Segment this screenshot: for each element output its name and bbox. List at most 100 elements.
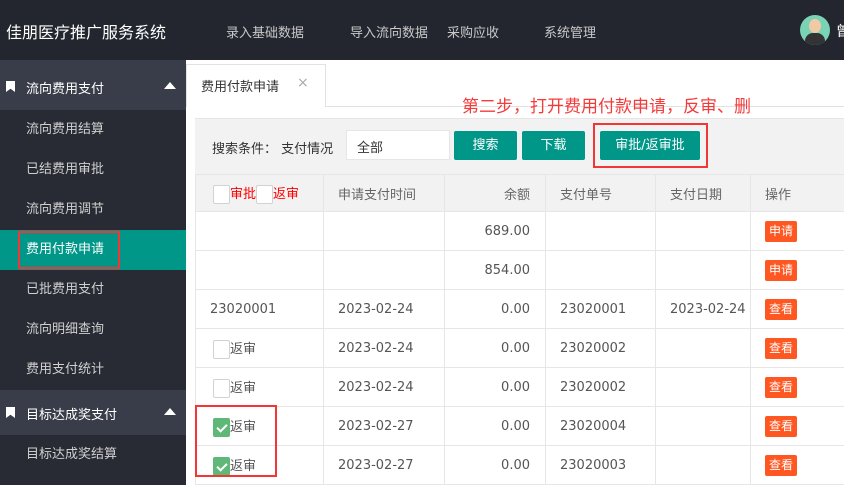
- cell-no: 23020001: [545, 289, 656, 329]
- table-header: 审批 返审 申请支付时间 余额 支付单号 支付日期 操作: [195, 174, 844, 212]
- header-time: 申请支付时间: [323, 174, 445, 212]
- cell-status: [195, 250, 324, 290]
- download-button[interactable]: 下载: [522, 131, 585, 160]
- nav-item[interactable]: 采购应收: [447, 26, 500, 41]
- highlight-box: [593, 123, 708, 168]
- user-name[interactable]: 曾: [836, 24, 844, 40]
- view-button[interactable]: 查看: [765, 415, 798, 437]
- highlight-box: [195, 405, 277, 477]
- top-header: 佳朋医疗推广服务系统 录入基础数据 导入流向数据 采购应收 系统管理 曾: [0, 0, 844, 60]
- view-button[interactable]: 查看: [765, 376, 798, 398]
- tab-fee-payment[interactable]: 费用付款申请 ×: [186, 64, 326, 107]
- close-icon[interactable]: ×: [297, 75, 309, 91]
- sidebar-item[interactable]: 流向费用调节: [26, 202, 105, 217]
- payment-table: 审批 返审 申请支付时间 余额 支付单号 支付日期 操作 689.00 申请 854.…: [195, 174, 844, 485]
- filter-label: 搜索条件： 支付情况: [212, 142, 334, 157]
- sidebar-item[interactable]: 已批费用支付: [26, 282, 105, 297]
- header-balance: 余额: [444, 174, 546, 212]
- header-date: 支付日期: [655, 174, 751, 212]
- sidebar-section[interactable]: 流向费用支付: [0, 60, 186, 110]
- cell-no: 23020004: [545, 406, 656, 446]
- section-label: 流向费用支付: [26, 82, 105, 97]
- nav-item[interactable]: 系统管理: [544, 26, 597, 41]
- cell-no: 23020002: [545, 328, 656, 368]
- cell-date: [655, 328, 751, 368]
- highlight-box: [18, 231, 120, 269]
- caret-up-icon: [164, 82, 176, 89]
- cell-date: [655, 211, 751, 251]
- sidebar-item[interactable]: 流向明细查询: [26, 322, 105, 337]
- view-button[interactable]: 查看: [765, 298, 798, 320]
- cell-time: 2023-02-24: [323, 367, 445, 407]
- apply-button[interactable]: 申请: [765, 259, 798, 281]
- payment-status-select[interactable]: 全部: [346, 130, 450, 160]
- cell-balance: 0.00: [444, 445, 546, 485]
- nav-item[interactable]: 录入基础数据: [226, 26, 305, 41]
- bookmark-icon: [6, 407, 15, 418]
- sidebar-item[interactable]: 流向费用结算: [26, 122, 105, 137]
- reverse-checkbox[interactable]: [213, 339, 230, 359]
- cell-balance: 854.00: [444, 250, 546, 290]
- cell-time: [323, 211, 445, 251]
- search-toolbar: 搜索条件： 支付情况 全部 搜索 下载 审批/返审批: [195, 118, 844, 174]
- sidebar-item[interactable]: 已结费用审批: [26, 162, 105, 177]
- nav-item[interactable]: 导入流向数据: [350, 26, 429, 41]
- cell-time: 2023-02-24: [323, 289, 445, 329]
- sidebar-item[interactable]: 费用支付统计: [26, 362, 105, 377]
- table-row: 854.00 申请: [195, 250, 844, 290]
- reverse-checkbox[interactable]: [213, 378, 230, 398]
- cell-date: [655, 406, 751, 446]
- reverse-all-checkbox[interactable]: [256, 184, 274, 204]
- bookmark-icon: [6, 81, 15, 92]
- tab-divider: [326, 106, 844, 107]
- header-op: 操作: [750, 174, 844, 212]
- cell-no: [545, 211, 656, 251]
- cell-balance: 0.00: [444, 328, 546, 368]
- reverse-checkbox[interactable]: [213, 417, 230, 437]
- caret-up-icon: [164, 408, 176, 415]
- cell-date: [655, 445, 751, 485]
- table-row: 返审 2023-02-24 0.00 23020002 查看: [195, 367, 844, 407]
- cell-no: 23020002: [545, 367, 656, 407]
- header-approve: 审批: [230, 186, 257, 202]
- cell-time: 2023-02-27: [323, 445, 445, 485]
- table-row: 返审 2023-02-24 0.00 23020002 查看: [195, 328, 844, 368]
- sidebar-section[interactable]: 目标达成奖支付: [0, 390, 186, 435]
- sidebar-item[interactable]: 目标达成奖结算: [26, 447, 118, 462]
- reverse-label: 返审: [230, 419, 257, 435]
- header-no: 支付单号: [545, 174, 656, 212]
- reverse-label: 返审: [230, 458, 257, 474]
- apply-button[interactable]: 申请: [765, 220, 798, 242]
- cell-date: [655, 250, 751, 290]
- reverse-label: 返审: [230, 380, 257, 396]
- approve-reverse-button[interactable]: 审批/返审批: [600, 131, 700, 160]
- approve-all-checkbox[interactable]: [213, 184, 230, 204]
- reverse-label: 返审: [230, 341, 257, 357]
- table-row: 返审 2023-02-27 0.00 23020003 查看: [195, 445, 844, 485]
- view-button[interactable]: 查看: [765, 454, 798, 476]
- cell-time: 2023-02-27: [323, 406, 445, 446]
- cell-status: [195, 211, 324, 251]
- cell-balance: 0.00: [444, 406, 546, 446]
- cell-balance: 0.00: [444, 367, 546, 407]
- search-button[interactable]: 搜索: [454, 131, 517, 160]
- view-button[interactable]: 查看: [765, 337, 798, 359]
- annotation-text: 第二步，打开费用付款申请，反审、删: [462, 97, 751, 117]
- cell-balance: 0.00: [444, 289, 546, 329]
- sidebar-item-active[interactable]: 费用付款申请: [0, 230, 186, 270]
- table-row: 返审 2023-02-27 0.00 23020004 查看: [195, 406, 844, 446]
- table-row: 23020001 2023-02-24 0.00 23020001 2023-02-24…: [195, 289, 844, 329]
- cell-time: 2023-02-24: [323, 328, 445, 368]
- sidebar: 流向费用支付 流向费用结算 已结费用审批 流向费用调节 费用付款申请 已批费用支…: [0, 60, 186, 485]
- tab-label: 费用付款申请: [201, 80, 280, 95]
- app-title: 佳朋医疗推广服务系统: [6, 23, 167, 42]
- cell-status: 23020001: [195, 289, 324, 329]
- table-row: 689.00 申请: [195, 211, 844, 251]
- cell-no: 23020003: [545, 445, 656, 485]
- avatar[interactable]: [800, 15, 830, 45]
- section-label: 目标达成奖支付: [26, 408, 118, 423]
- cell-time: [323, 250, 445, 290]
- cell-date: [655, 367, 751, 407]
- cell-balance: 689.00: [444, 211, 546, 251]
- cell-date: 2023-02-24: [655, 289, 751, 329]
